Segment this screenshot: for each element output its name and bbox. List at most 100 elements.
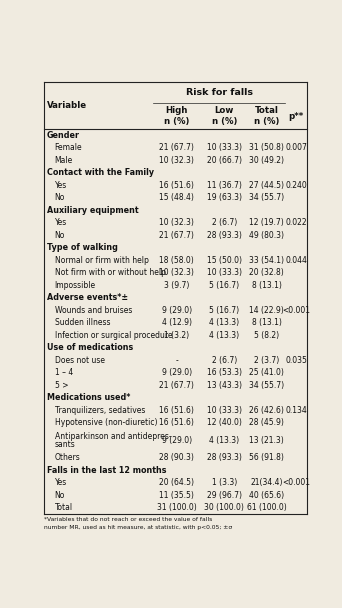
Text: Low
n (%): Low n (%) — [212, 106, 237, 126]
Text: 31 (100.0): 31 (100.0) — [157, 503, 196, 512]
Text: 13 (43.3): 13 (43.3) — [207, 381, 242, 390]
Text: 16 (51.6): 16 (51.6) — [159, 418, 194, 427]
Text: 28 (93.3): 28 (93.3) — [207, 453, 242, 462]
Text: 40 (65.6): 40 (65.6) — [249, 491, 284, 500]
Text: 31 (50.8): 31 (50.8) — [249, 143, 284, 153]
Text: 11 (36.7): 11 (36.7) — [207, 181, 242, 190]
Text: 28 (90.3): 28 (90.3) — [159, 453, 194, 462]
Text: 5 (16.7): 5 (16.7) — [209, 306, 239, 315]
Text: 33 (54.1): 33 (54.1) — [249, 256, 284, 265]
Text: Medications used*: Medications used* — [47, 393, 130, 402]
Text: <0.001: <0.001 — [282, 478, 310, 487]
Text: 5 (16.7): 5 (16.7) — [209, 281, 239, 290]
Text: High
n (%): High n (%) — [164, 106, 189, 126]
Text: Adverse events*±: Adverse events*± — [47, 293, 128, 302]
Text: 0.134: 0.134 — [285, 406, 307, 415]
Text: Does not use: Does not use — [55, 356, 105, 365]
Text: Total: Total — [55, 503, 73, 512]
Text: 21 (67.7): 21 (67.7) — [159, 381, 194, 390]
Text: No: No — [55, 193, 65, 202]
Text: Not firm with or without help: Not firm with or without help — [55, 268, 166, 277]
Text: 9 (29.0): 9 (29.0) — [161, 368, 192, 378]
Text: 12 (19.7): 12 (19.7) — [249, 218, 284, 227]
Text: 19 (63.3): 19 (63.3) — [207, 193, 242, 202]
Text: 10 (33.3): 10 (33.3) — [207, 406, 242, 415]
Text: 21 (67.7): 21 (67.7) — [159, 231, 194, 240]
Text: Contact with the Family: Contact with the Family — [47, 168, 154, 178]
Text: Type of walking: Type of walking — [47, 243, 118, 252]
Text: 10 (33.3): 10 (33.3) — [207, 143, 242, 153]
Text: Yes: Yes — [55, 478, 67, 487]
Text: No: No — [55, 491, 65, 500]
Text: 14 (22.9): 14 (22.9) — [249, 306, 284, 315]
Text: 28 (45.9): 28 (45.9) — [249, 418, 284, 427]
Text: Yes: Yes — [55, 181, 67, 190]
Text: 16 (51.6): 16 (51.6) — [159, 181, 194, 190]
Text: 49 (80.3): 49 (80.3) — [249, 231, 284, 240]
Text: Falls in the last 12 months: Falls in the last 12 months — [47, 466, 166, 475]
Text: 28 (93.3): 28 (93.3) — [207, 231, 242, 240]
Text: Others: Others — [55, 453, 80, 462]
Text: 34 (55.7): 34 (55.7) — [249, 193, 284, 202]
Text: 21 (67.7): 21 (67.7) — [159, 143, 194, 153]
Text: 4 (13.3): 4 (13.3) — [209, 319, 239, 327]
Text: 10 (32.3): 10 (32.3) — [159, 218, 194, 227]
Text: 29 (96.7): 29 (96.7) — [207, 491, 242, 500]
Text: 0.240: 0.240 — [285, 181, 307, 190]
Text: 15 (48.4): 15 (48.4) — [159, 193, 194, 202]
Text: 5 (8.2): 5 (8.2) — [254, 331, 279, 340]
Text: 34 (55.7): 34 (55.7) — [249, 381, 284, 390]
Text: Gender: Gender — [47, 131, 80, 140]
Text: 18 (58.0): 18 (58.0) — [159, 256, 194, 265]
Text: 21(34.4): 21(34.4) — [250, 478, 283, 487]
Text: 20 (64.5): 20 (64.5) — [159, 478, 194, 487]
Text: 10 (32.3): 10 (32.3) — [159, 268, 194, 277]
Text: 0.007: 0.007 — [285, 143, 307, 153]
Text: 30 (100.0): 30 (100.0) — [205, 503, 244, 512]
Text: 12 (40.0): 12 (40.0) — [207, 418, 242, 427]
Text: 10 (33.3): 10 (33.3) — [207, 268, 242, 277]
Text: No: No — [55, 231, 65, 240]
Text: 2 (3.7): 2 (3.7) — [254, 356, 279, 365]
Text: sants: sants — [55, 440, 76, 449]
Text: 1 (3.3): 1 (3.3) — [212, 478, 237, 487]
Text: 16 (51.6): 16 (51.6) — [159, 406, 194, 415]
Text: Tranquilizers, sedatives: Tranquilizers, sedatives — [55, 406, 145, 415]
Text: <0.001: <0.001 — [282, 306, 310, 315]
Text: 3 (9.7): 3 (9.7) — [164, 281, 189, 290]
Text: Wounds and bruises: Wounds and bruises — [55, 306, 132, 315]
Text: 10 (32.3): 10 (32.3) — [159, 156, 194, 165]
Text: 1 (3.2): 1 (3.2) — [164, 331, 189, 340]
Text: Yes: Yes — [55, 218, 67, 227]
Text: 4 (12.9): 4 (12.9) — [162, 319, 192, 327]
Text: 4 (13.3): 4 (13.3) — [209, 331, 239, 340]
Text: 4 (13.3): 4 (13.3) — [209, 436, 239, 444]
Text: 30 (49.2): 30 (49.2) — [249, 156, 284, 165]
Text: 9 (29.0): 9 (29.0) — [161, 306, 192, 315]
Text: 15 (50.0): 15 (50.0) — [207, 256, 242, 265]
Text: 20 (66.7): 20 (66.7) — [207, 156, 242, 165]
Text: 2 (6.7): 2 (6.7) — [212, 218, 237, 227]
Text: Sudden illness: Sudden illness — [55, 319, 110, 327]
Text: Auxiliary equipment: Auxiliary equipment — [47, 206, 139, 215]
Text: 27 (44.5): 27 (44.5) — [249, 181, 284, 190]
Text: Normal or firm with help: Normal or firm with help — [55, 256, 148, 265]
Text: 26 (42.6): 26 (42.6) — [249, 406, 284, 415]
Text: 20 (32.8): 20 (32.8) — [249, 268, 284, 277]
Text: -: - — [175, 356, 178, 365]
Text: 25 (41.0): 25 (41.0) — [249, 368, 284, 378]
Text: Antiparkinson and antidepres-: Antiparkinson and antidepres- — [55, 432, 171, 441]
Text: Male: Male — [55, 156, 73, 165]
Text: Hypotensive (non-diuretic): Hypotensive (non-diuretic) — [55, 418, 157, 427]
Text: Female: Female — [55, 143, 82, 153]
Text: 11 (35.5): 11 (35.5) — [159, 491, 194, 500]
Text: Total
n (%): Total n (%) — [254, 106, 279, 126]
Text: 8 (13.1): 8 (13.1) — [252, 319, 282, 327]
Text: 16 (53.3): 16 (53.3) — [207, 368, 242, 378]
Text: Risk for falls: Risk for falls — [185, 88, 252, 97]
Text: 56 (91.8): 56 (91.8) — [249, 453, 284, 462]
Text: 0.044: 0.044 — [285, 256, 307, 265]
Text: *Variables that do not reach or exceed the value of falls: *Variables that do not reach or exceed t… — [44, 517, 212, 522]
Text: 13 (21.3): 13 (21.3) — [249, 436, 284, 444]
Text: Use of medications: Use of medications — [47, 344, 133, 352]
